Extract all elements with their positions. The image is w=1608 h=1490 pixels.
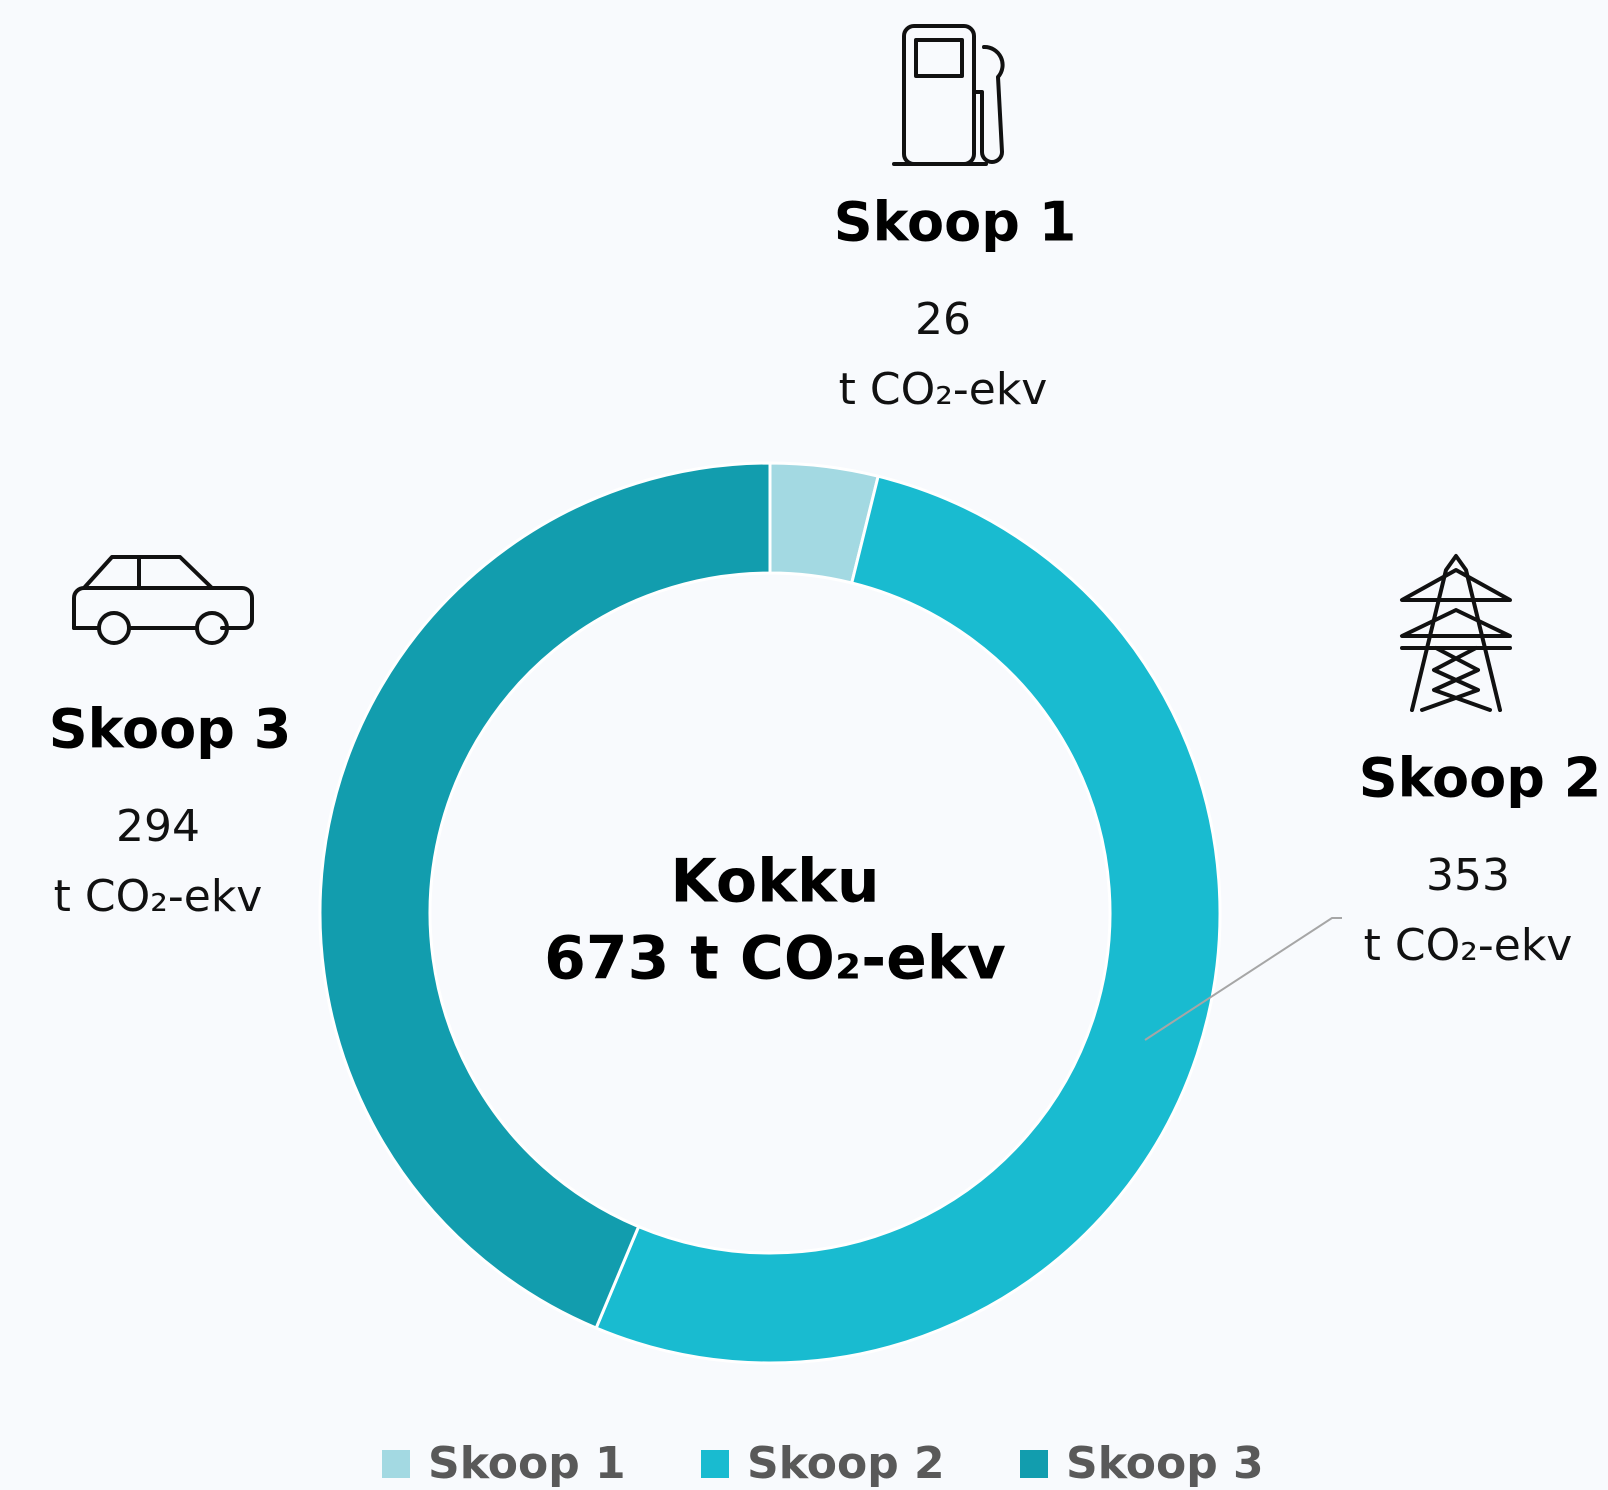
- pylon-icon: [1400, 554, 1512, 712]
- slice-name: Skoop 2: [1359, 747, 1602, 810]
- legend-swatch: [1020, 1450, 1048, 1478]
- donut-slice: [318, 461, 772, 1331]
- slice-unit: t CO₂-ekv: [54, 871, 263, 922]
- legend-swatch: [701, 1450, 729, 1478]
- car-icon: [72, 555, 254, 645]
- slice-unit: t CO₂-ekv: [1364, 920, 1573, 971]
- fuel-pump-icon: [892, 24, 1005, 166]
- center-title: Kokku: [670, 847, 879, 917]
- slice-value: 294: [116, 801, 200, 852]
- center-value: 673 t CO₂-ekv: [544, 924, 1006, 994]
- legend-label: Skoop 2: [747, 1438, 945, 1489]
- legend-label: Skoop 1: [428, 1438, 626, 1489]
- leader-line: [1144, 917, 1342, 1041]
- legend-label: Skoop 3: [1066, 1438, 1264, 1489]
- legend-swatch: [382, 1450, 410, 1478]
- slice-name: Skoop 3: [49, 698, 292, 761]
- slice-unit: t CO₂-ekv: [839, 364, 1048, 415]
- slice-value: 26: [915, 294, 971, 345]
- donut-slice: [594, 474, 1222, 1365]
- slice-value: 353: [1426, 850, 1510, 901]
- slice-name: Skoop 1: [834, 191, 1077, 254]
